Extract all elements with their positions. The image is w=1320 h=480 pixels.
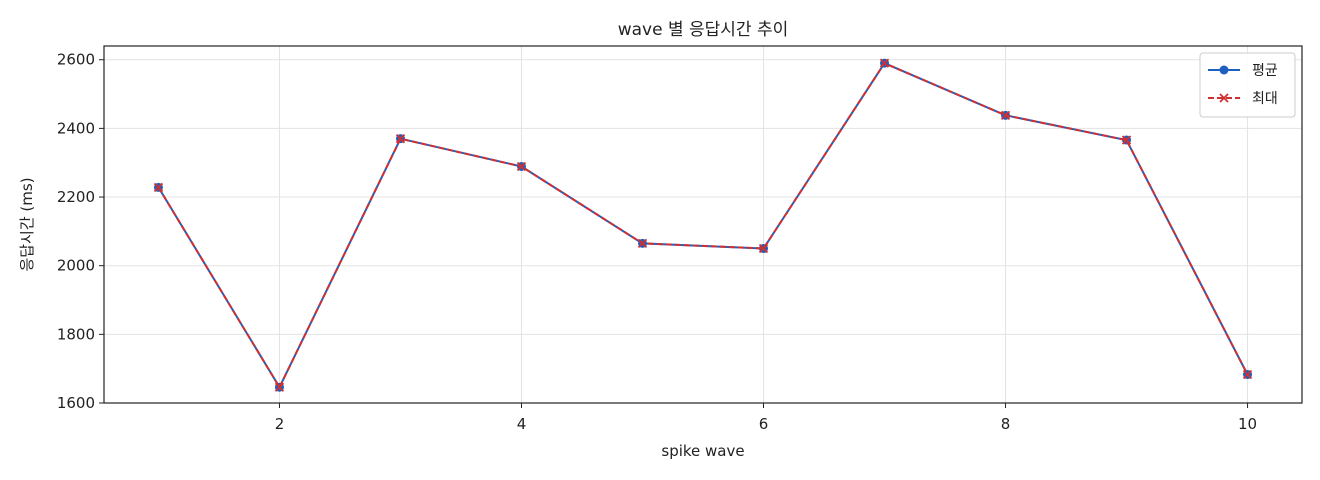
marker-stroke: [1242, 369, 1253, 380]
data-point: [637, 238, 648, 249]
grid-lines: [104, 46, 1302, 404]
series-1: [153, 58, 1253, 392]
x-axis: 2 4 6 8 10: [275, 403, 1257, 433]
data-point: [879, 58, 890, 68]
legend-label: 평균: [1252, 63, 1278, 79]
data-point: [1000, 110, 1011, 120]
data-point: [516, 161, 527, 172]
series-line: [157, 62, 1249, 389]
series-line: [157, 62, 1249, 389]
x-tick-label: 4: [517, 415, 527, 433]
x-tick-label: 2: [275, 415, 285, 433]
y-tick-label: 2600: [57, 51, 95, 69]
y-tick-label: 1600: [57, 394, 95, 412]
data-point: [274, 382, 285, 392]
legend-box: [1199, 52, 1296, 118]
legend-label: 최대: [1252, 91, 1278, 107]
legend-item: 최대: [1208, 91, 1278, 107]
data-point: [395, 134, 406, 144]
marker-stroke: [395, 134, 406, 144]
legend-marker: [1219, 93, 1229, 103]
x-tick-label: 6: [759, 415, 769, 433]
marker-stroke: [879, 58, 890, 68]
legend-item: 평균: [1208, 63, 1278, 79]
marker-stroke: [153, 182, 164, 193]
marker-stroke: [1121, 135, 1132, 145]
y-axis-title: 응답시간 (ms): [18, 177, 36, 271]
y-tick-label: 1800: [57, 325, 95, 343]
data-point: [153, 182, 164, 193]
marker-stroke: [516, 161, 527, 172]
data-point: [1242, 369, 1253, 380]
marker-stroke: [1219, 93, 1229, 103]
marker-stroke: [637, 238, 648, 249]
y-tick-label: 2200: [57, 188, 95, 206]
y-tick-label: 2400: [57, 119, 95, 137]
series-2: [153, 58, 1253, 392]
marker-stroke: [274, 382, 285, 392]
chart-title: wave 별 응답시간 추이: [618, 20, 789, 40]
marker-stroke: [1000, 110, 1011, 120]
legend-marker: [1219, 65, 1229, 75]
series-layer: [153, 58, 1253, 392]
x-tick-label: 10: [1238, 415, 1257, 433]
y-axis: 1600 1800 2000 2200 2400 2600: [57, 51, 104, 412]
x-tick-label: 8: [1001, 415, 1011, 433]
y-tick-label: 2000: [57, 257, 95, 275]
x-axis-title: spike wave: [661, 442, 744, 460]
data-point: [1121, 135, 1132, 145]
marker-stroke: [758, 243, 769, 254]
plot-area-frame: [103, 45, 1303, 404]
data-point: [758, 243, 769, 254]
